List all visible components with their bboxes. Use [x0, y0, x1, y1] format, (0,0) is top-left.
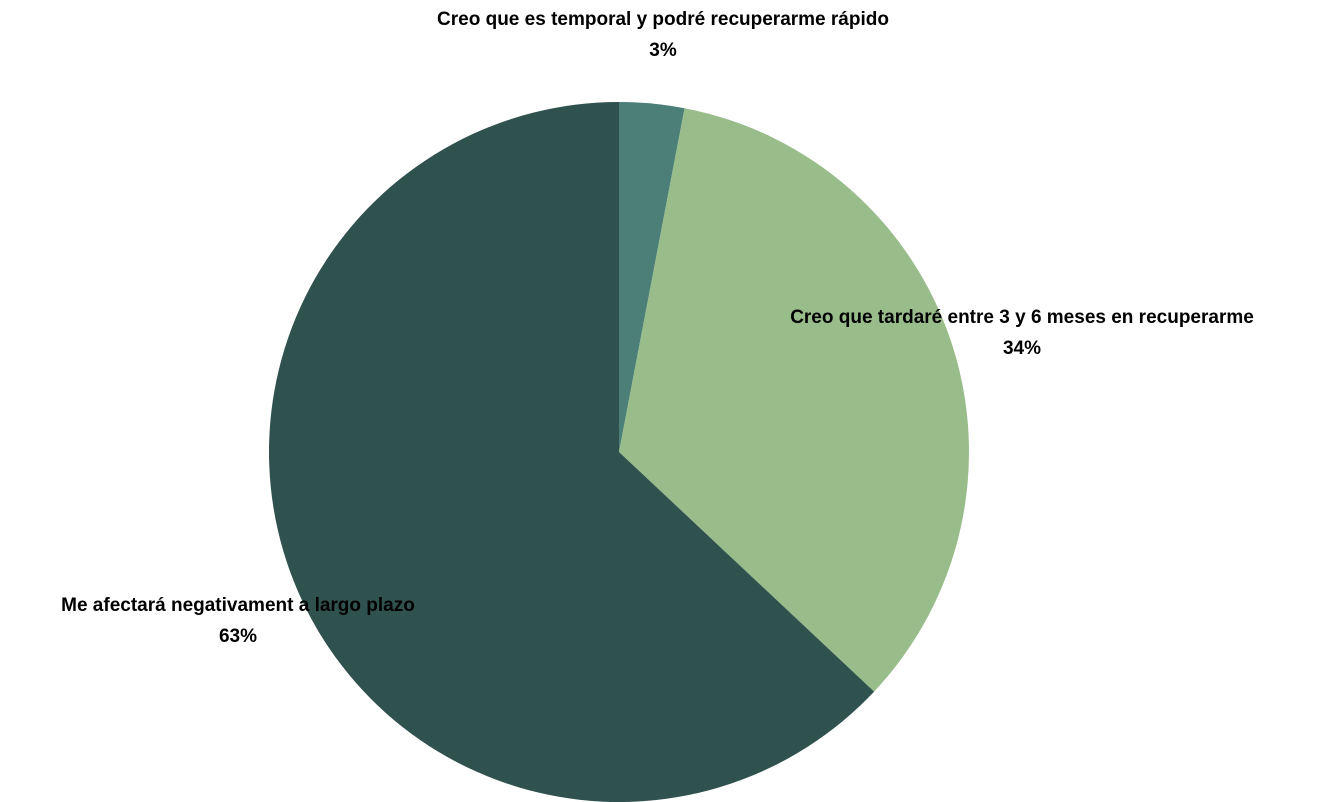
- slice-value-label: 3%: [649, 40, 677, 61]
- slice-label: Me afectará negativament a largo plazo: [61, 595, 415, 616]
- slice-label: Creo que es temporal y podré recuperarme…: [437, 9, 889, 30]
- slice-value-label: 34%: [1003, 338, 1041, 359]
- pie-slice: [268, 102, 875, 802]
- pie-slice: [619, 102, 685, 452]
- slice-label: Creo que tardaré entre 3 y 6 meses en re…: [790, 307, 1254, 328]
- slice-value-label: 63%: [219, 626, 257, 647]
- pie-slice: [619, 108, 969, 692]
